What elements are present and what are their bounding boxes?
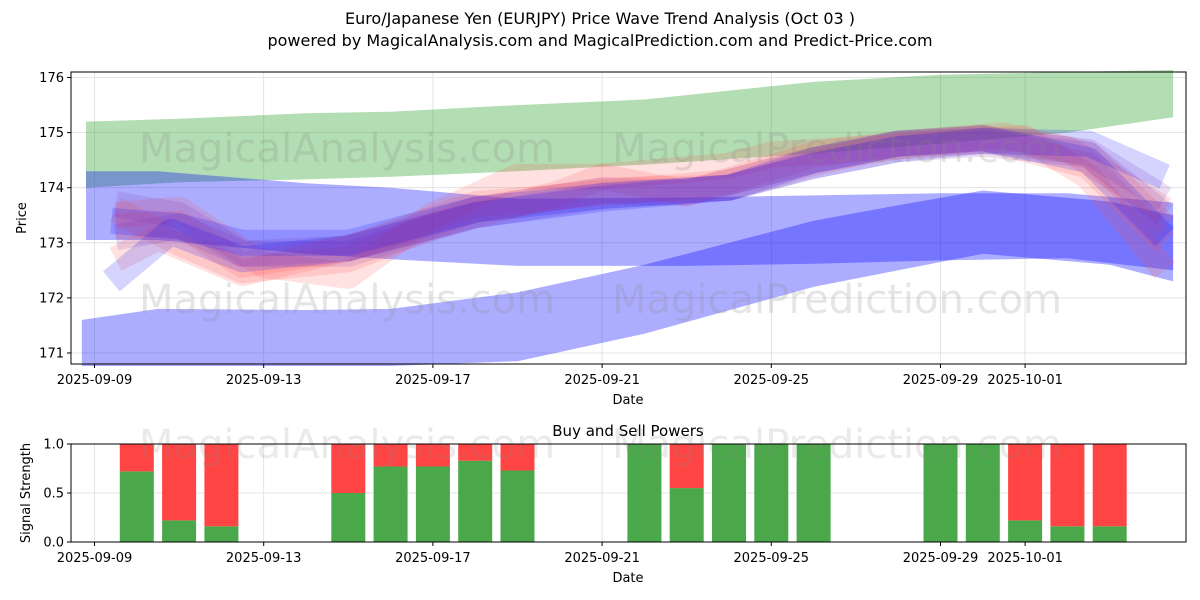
watermark-prediction-top: MagicalPrediction.com — [612, 126, 1062, 172]
price-bands — [81, 70, 1174, 366]
price-band-2 — [81, 190, 1174, 366]
signal-x-axis-label: Date — [612, 571, 643, 586]
price-wave-6 — [103, 127, 1170, 292]
buy-bar-1 — [162, 520, 197, 542]
price-band-0 — [86, 70, 1174, 188]
price-x-axis-label: Date — [612, 393, 643, 408]
price-y-tick-label-5: 176 — [39, 71, 64, 86]
price-x-tick-label-5: 2025-09-29 — [903, 373, 979, 388]
price-y-tick-label-2: 173 — [39, 236, 64, 251]
sell-bar-2 — [204, 444, 239, 527]
buy-bar-6 — [458, 460, 493, 542]
price-wave-3 — [114, 125, 1172, 289]
price-x-tick-label-2: 2025-09-17 — [395, 373, 471, 388]
price-plot-frame — [70, 71, 1187, 365]
signal-x-tick-label-5: 2025-09-29 — [903, 551, 979, 566]
watermark-prediction-mid: MagicalPrediction.com — [612, 277, 1062, 323]
price-x-tick-label-4: 2025-09-25 — [734, 373, 810, 388]
signal-watermarks: MagicalAnalysis.com MagicalPrediction.co… — [139, 422, 1062, 468]
sell-bar-5 — [415, 444, 450, 467]
buy-bar-4 — [373, 466, 408, 542]
buy-bar-15 — [1008, 520, 1043, 542]
price-gridlines — [71, 72, 1186, 364]
buy-bar-16 — [1050, 526, 1085, 542]
watermark-analysis-mid: MagicalAnalysis.com — [139, 277, 555, 323]
buy-bar-11 — [754, 444, 789, 542]
buy-bar-8 — [627, 444, 662, 542]
price-x-ticks: 2025-09-09 2025-09-13 2025-09-17 2025-09-21… — [57, 364, 1063, 388]
signal-x-ticks: 2025-09-09 2025-09-13 2025-09-17 2025-09-21… — [57, 542, 1063, 566]
sell-bar-7 — [500, 444, 535, 471]
price-wave-1 — [115, 125, 1174, 278]
price-y-tick-label-0: 171 — [39, 346, 64, 361]
signal-x-tick-label-6: 2025-10-01 — [987, 551, 1063, 566]
signal-y-tick-label-1: 0.5 — [43, 487, 64, 502]
watermark-analysis-top: MagicalAnalysis.com — [139, 126, 555, 172]
signal-x-tick-label-1: 2025-09-13 — [226, 551, 302, 566]
price-x-tick-label-0: 2025-09-09 — [57, 373, 133, 388]
signal-y-ticks: 0.0 0.5 1.0 — [43, 438, 71, 551]
watermark-prediction-bottom: MagicalPrediction.com — [612, 422, 1062, 468]
chart-subtitle: powered by MagicalAnalysis.com and Magic… — [267, 31, 933, 50]
signal-bars — [119, 444, 1127, 542]
signal-panel: Buy and Sell Powers MagicalAnalysis.com … — [19, 422, 1187, 586]
buy-bar-13 — [923, 444, 958, 542]
price-y-tick-label-3: 174 — [39, 181, 64, 196]
sell-bar-15 — [1008, 444, 1043, 521]
price-wave-0 — [109, 125, 1175, 287]
buy-bar-0 — [119, 471, 154, 542]
signal-panel-title: Buy and Sell Powers — [552, 422, 704, 440]
price-wave-4 — [113, 130, 1173, 267]
sell-bar-0 — [119, 444, 154, 472]
sell-bar-3 — [331, 444, 366, 493]
signal-x-tick-label-4: 2025-09-25 — [734, 551, 810, 566]
sell-bar-6 — [458, 444, 493, 461]
price-y-ticks: 171 172 173 174 175 176 — [39, 71, 71, 361]
price-wave-7 — [110, 125, 1174, 256]
sell-bar-1 — [162, 444, 197, 521]
price-plot-area — [71, 72, 1186, 364]
sell-bar-4 — [373, 444, 408, 467]
buy-bar-12 — [796, 444, 831, 542]
chart-title-block: Euro/Japanese Yen (EURJPY) Price Wave Tr… — [0, 8, 1200, 52]
signal-x-tick-label-3: 2025-09-21 — [564, 551, 640, 566]
buy-bar-10 — [712, 444, 746, 542]
price-x-tick-label-3: 2025-09-21 — [564, 373, 640, 388]
chart-title: Euro/Japanese Yen (EURJPY) Price Wave Tr… — [344, 9, 856, 28]
buy-bar-7 — [500, 470, 535, 542]
watermark-analysis-bottom: MagicalAnalysis.com — [139, 422, 555, 468]
price-x-tick-label-1: 2025-09-13 — [226, 373, 302, 388]
price-panel: MagicalAnalysis.com MagicalPrediction.co… — [15, 70, 1187, 408]
price-y-tick-label-4: 175 — [39, 126, 64, 141]
buy-bar-9 — [669, 488, 704, 542]
signal-x-tick-label-2: 2025-09-17 — [395, 551, 471, 566]
buy-bar-2 — [204, 526, 239, 542]
buy-bar-3 — [331, 493, 366, 542]
sell-bar-9 — [669, 444, 704, 489]
buy-bar-5 — [415, 466, 450, 542]
price-y-tick-label-1: 172 — [39, 291, 64, 306]
signal-y-tick-label-2: 1.0 — [43, 438, 64, 453]
sell-bar-17 — [1092, 444, 1127, 527]
buy-bar-17 — [1092, 526, 1127, 542]
signal-y-tick-label-0: 0.0 — [43, 536, 64, 551]
sell-bar-16 — [1050, 444, 1085, 527]
price-x-tick-label-6: 2025-10-01 — [987, 373, 1063, 388]
price-watermarks: MagicalAnalysis.com MagicalPrediction.co… — [139, 126, 1062, 323]
price-y-axis-label: Price — [15, 202, 30, 234]
price-waves — [103, 122, 1175, 292]
price-band-1 — [86, 171, 1174, 271]
signal-x-tick-label-0: 2025-09-09 — [57, 551, 133, 566]
buy-bar-14 — [965, 444, 1000, 542]
signal-y-axis-label: Signal Strength — [19, 443, 34, 543]
price-wave-5 — [113, 127, 1172, 267]
price-wave-2 — [109, 122, 1174, 284]
